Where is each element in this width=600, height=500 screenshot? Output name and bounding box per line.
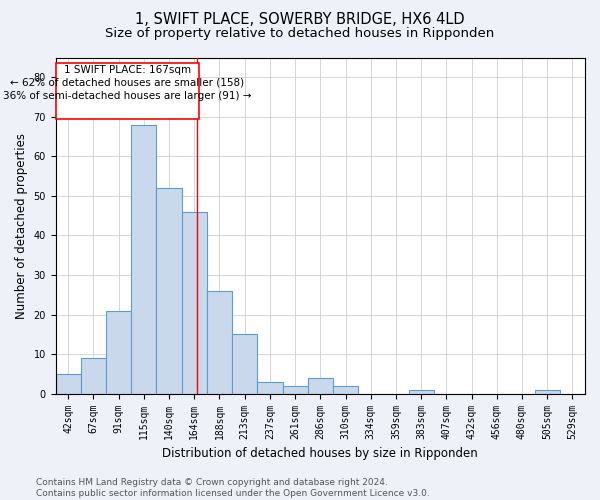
Text: Contains HM Land Registry data © Crown copyright and database right 2024.
Contai: Contains HM Land Registry data © Crown c… [36, 478, 430, 498]
Bar [182, 212, 207, 394]
Bar [232, 334, 257, 394]
Bar [535, 390, 560, 394]
X-axis label: Distribution of detached houses by size in Ripponden: Distribution of detached houses by size … [163, 447, 478, 460]
Bar [283, 386, 308, 394]
Text: Size of property relative to detached houses in Ripponden: Size of property relative to detached ho… [106, 28, 494, 40]
Bar [257, 382, 283, 394]
Bar [106, 310, 131, 394]
Bar [308, 378, 333, 394]
Bar [131, 124, 157, 394]
Y-axis label: Number of detached properties: Number of detached properties [15, 132, 28, 318]
Bar [409, 390, 434, 394]
Text: 1 SWIFT PLACE: 167sqm
← 62% of detached houses are smaller (158)
36% of semi-det: 1 SWIFT PLACE: 167sqm ← 62% of detached … [4, 64, 252, 101]
FancyBboxPatch shape [56, 64, 199, 119]
Bar [56, 374, 81, 394]
Text: 1, SWIFT PLACE, SOWERBY BRIDGE, HX6 4LD: 1, SWIFT PLACE, SOWERBY BRIDGE, HX6 4LD [135, 12, 465, 28]
Bar [333, 386, 358, 394]
Bar [157, 188, 182, 394]
Bar [81, 358, 106, 394]
Bar [207, 291, 232, 394]
